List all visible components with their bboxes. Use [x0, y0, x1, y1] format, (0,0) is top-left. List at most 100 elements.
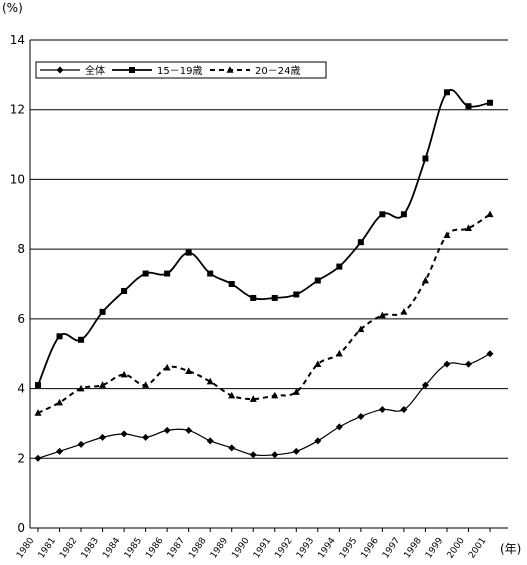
x-tick-label: 1997: [381, 536, 402, 560]
data-point: [163, 426, 171, 434]
data-point: [35, 382, 41, 389]
x-tick-label: 1990: [230, 536, 251, 561]
data-point: [464, 224, 472, 232]
x-tick-label: 1994: [316, 536, 337, 561]
data-point: [271, 294, 278, 301]
x-tick-label: 1984: [101, 536, 122, 561]
y-axis-unit: (%): [2, 1, 23, 15]
y-tick-label: 6: [17, 312, 25, 326]
data-point: [206, 437, 214, 445]
data-point: [142, 381, 150, 388]
data-point: [464, 360, 472, 368]
data-point: [292, 388, 300, 395]
legend-label: 15－19歳: [157, 65, 202, 77]
axes: [29, 40, 508, 532]
y-tick-label: 8: [17, 242, 25, 256]
data-point: [77, 384, 85, 392]
x-tick-label: 1981: [37, 536, 58, 560]
x-tick-label: 1998: [403, 536, 424, 561]
data-point: [99, 433, 107, 441]
x-tick-label: 2001: [467, 536, 488, 560]
y-tick-labels: 0 2 4 6 8 10 12 14: [10, 33, 25, 535]
x-tick-label: 1988: [187, 536, 208, 561]
series-line: [37, 353, 491, 459]
data-point: [314, 437, 322, 445]
x-tick-labels: 1980 1981 1982 1983 1984 1985 1986 1987 1988 1989…: [15, 536, 488, 561]
data-point: [379, 211, 386, 218]
x-tick-label: 1995: [338, 536, 359, 560]
data-point: [357, 239, 364, 246]
data-point: [78, 336, 85, 343]
data-point: [207, 270, 214, 277]
data-point: [56, 447, 64, 455]
data-point: [185, 367, 193, 374]
data-point: [34, 454, 42, 462]
data-point: [357, 325, 365, 333]
data-point: [228, 391, 236, 399]
data-point: [443, 231, 451, 238]
series-layer: [34, 89, 494, 462]
data-point: [314, 360, 322, 367]
data-point: [486, 210, 494, 218]
data-point: [99, 381, 107, 388]
series-3: [34, 210, 494, 416]
data-point: [422, 155, 429, 162]
y-tick-label: 0: [17, 521, 25, 535]
data-point: [56, 398, 64, 406]
data-point: [335, 423, 343, 431]
data-point: [271, 451, 279, 459]
x-tick-label: 1985: [123, 536, 144, 560]
series-1: [34, 350, 494, 462]
data-point: [206, 377, 214, 385]
data-point: [228, 444, 236, 452]
data-point: [228, 281, 235, 287]
legend-marker: [129, 67, 135, 73]
x-tick-label: 1989: [209, 536, 230, 561]
data-point: [293, 291, 300, 298]
series-line: [37, 213, 491, 414]
data-point: [292, 447, 300, 455]
x-tick-label: 1999: [424, 536, 445, 561]
data-point: [443, 89, 450, 96]
data-point: [142, 270, 149, 277]
data-point: [164, 270, 171, 277]
data-point: [400, 308, 408, 315]
data-point: [400, 211, 407, 218]
x-tick-label: 1982: [58, 536, 79, 560]
data-point: [378, 405, 386, 413]
legend-label: 20－24歳: [255, 65, 300, 77]
data-point: [487, 99, 493, 106]
legend: 全体 15－19歳 20－24歳: [35, 61, 327, 79]
legend-box: [35, 61, 327, 79]
x-tick-label: 1992: [273, 536, 294, 560]
data-point: [271, 391, 279, 399]
data-point: [421, 381, 429, 389]
x-tick-label: 1991: [252, 536, 273, 560]
x-tick-label: 1987: [166, 536, 187, 560]
data-point: [378, 311, 386, 319]
data-point: [99, 308, 106, 315]
x-axis-unit: (年): [500, 542, 521, 556]
y-tick-label: 4: [17, 382, 25, 396]
data-point: [335, 349, 343, 357]
data-point: [56, 333, 63, 340]
data-point: [314, 277, 321, 284]
data-point: [34, 409, 42, 416]
data-point: [120, 370, 128, 378]
data-point: [163, 363, 171, 371]
data-point: [77, 440, 85, 448]
data-point: [443, 360, 451, 368]
series-line: [37, 89, 491, 386]
y-tick-label: 12: [10, 103, 25, 117]
data-point: [142, 433, 150, 441]
data-point: [185, 426, 193, 434]
series-2: [35, 89, 493, 389]
data-point: [486, 350, 494, 358]
x-tick-label: 1986: [144, 536, 165, 561]
data-point: [421, 276, 429, 284]
data-point: [250, 294, 257, 301]
legend-label: 全体: [85, 64, 105, 77]
data-point: [357, 412, 365, 420]
x-tick-label: 1980: [15, 536, 36, 561]
